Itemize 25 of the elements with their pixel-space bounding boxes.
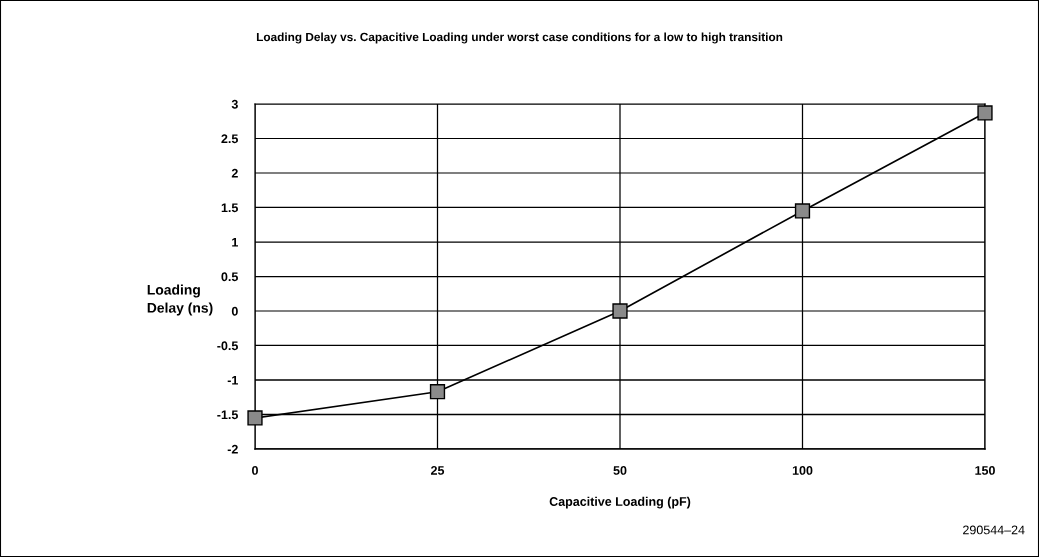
y-tick-label: 1 <box>232 237 238 247</box>
x-tick-label: 100 <box>792 466 813 475</box>
y-tick-label: -1 <box>227 375 238 385</box>
point <box>794 203 811 219</box>
y-tick-label: 0.5 <box>221 272 238 282</box>
y-tick-label: 2 <box>231 168 238 178</box>
x-tick-label: 150 <box>975 466 995 475</box>
point <box>429 384 446 400</box>
x-tick-label: 25 <box>430 466 445 475</box>
x-tick-label: 0 <box>252 466 258 475</box>
point <box>612 303 628 319</box>
y-tick-label: -2 <box>227 444 238 454</box>
chart-title: Loading Delay vs. Capacitive Loading under worst case conditions for a low to high transition <box>256 32 783 44</box>
x-tick-label: 50 <box>613 466 627 475</box>
text: 290544–24 <box>963 525 1025 535</box>
point <box>247 410 263 426</box>
y-tick-label: 1.5 <box>221 203 238 213</box>
y-tick-label: 0 <box>231 306 238 316</box>
x-axis-title: Capacitive Loading (pF) <box>549 496 691 509</box>
y-tick-label: -0.5 <box>217 341 238 351</box>
y-tick-label: -1.5 <box>217 410 238 420</box>
y-tick-label: 3 <box>231 99 238 109</box>
y-axis-title: Loading Delay (ns) <box>147 284 213 316</box>
y-tick-label: 2.5 <box>221 134 238 144</box>
point <box>977 105 993 121</box>
